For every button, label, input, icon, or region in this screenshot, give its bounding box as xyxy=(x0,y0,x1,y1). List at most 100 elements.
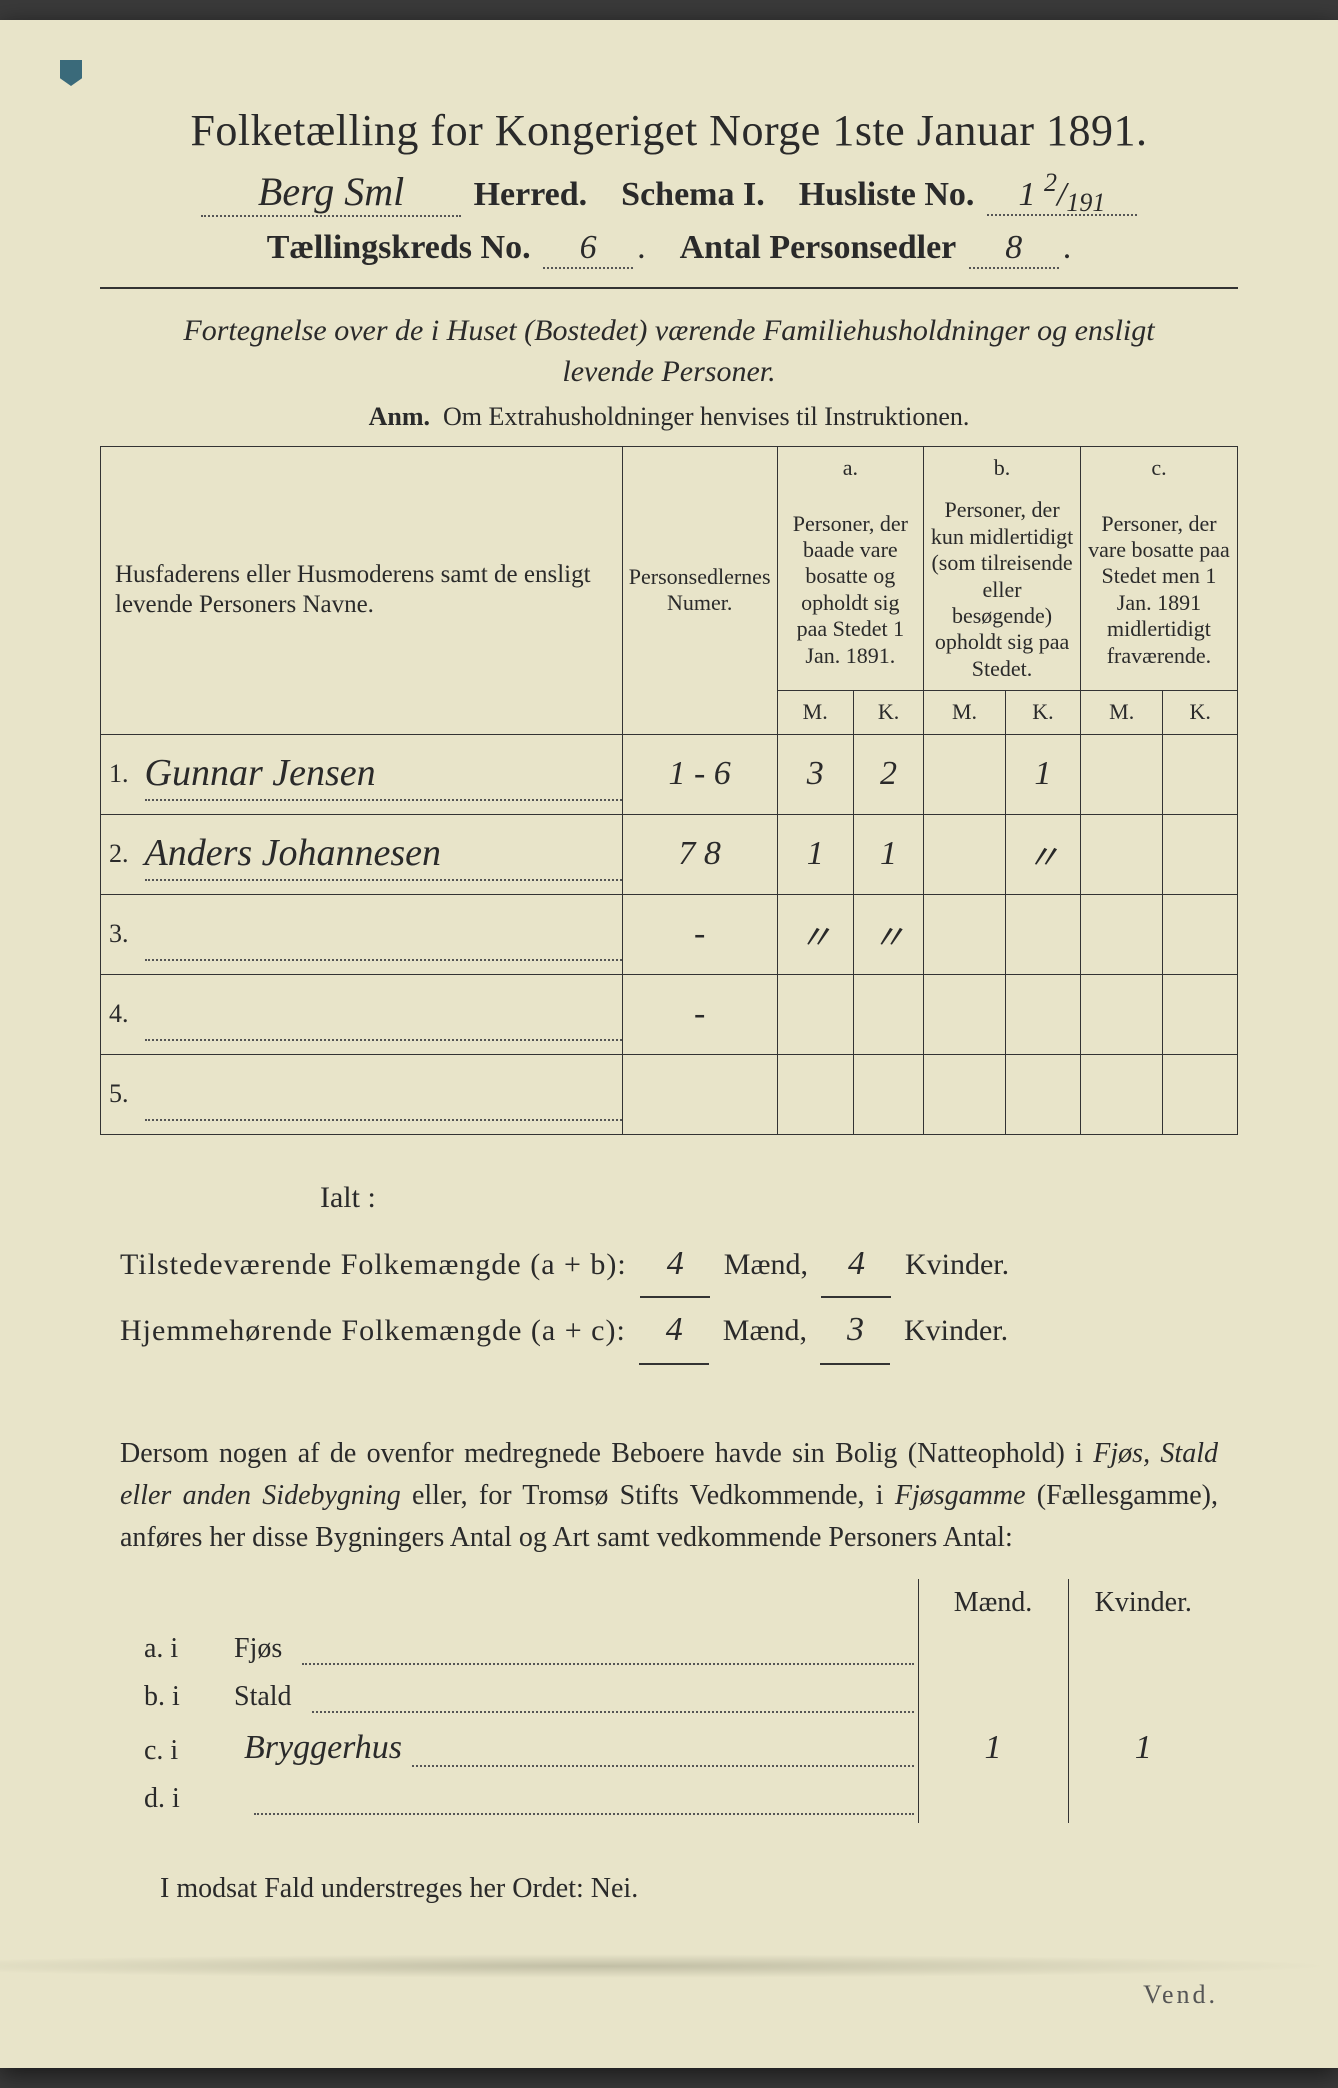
row-number: 5. xyxy=(101,1054,137,1134)
b-k-cell: 1 xyxy=(1005,734,1080,814)
kvinder-label-1: Kvinder. xyxy=(905,1248,1009,1281)
bygn-label-cell: Stald xyxy=(230,1673,918,1721)
name-cell xyxy=(137,974,623,1054)
name-cell xyxy=(137,894,623,974)
ialt-label: Ialt : xyxy=(320,1169,1238,1226)
a-k-cell xyxy=(853,974,923,1054)
table-row: 4.- xyxy=(101,974,1238,1054)
kreds-value: 6 xyxy=(543,229,633,269)
c-k-cell xyxy=(1163,974,1238,1054)
th-b-tag: b. xyxy=(924,447,1081,490)
a-k-cell: 1 xyxy=(853,814,923,894)
person-name: Gunnar Jensen xyxy=(145,751,376,795)
modsat-line: I modsat Fald understreges her Ordet: Ne… xyxy=(160,1873,1238,1905)
totals-tilst: Tilstedeværende Folkemængde (a + b): 4 M… xyxy=(120,1232,1238,1299)
bygning-row: a. iFjøs xyxy=(140,1625,1218,1673)
bygn-tag: c. i xyxy=(140,1721,230,1775)
kreds-label: Tællingskreds No. xyxy=(267,229,531,266)
hjem-m: 4 xyxy=(639,1298,709,1365)
bygn-head-k: Kvinder. xyxy=(1068,1579,1218,1625)
hjem-k: 3 xyxy=(820,1298,890,1365)
bygn-k xyxy=(1068,1673,1218,1721)
anm-text: Om Extrahusholdninger henvises til Instr… xyxy=(443,402,969,431)
row-number: 4. xyxy=(101,974,137,1054)
bygning-table: Mænd. Kvinder. a. iFjøsb. iStaldc. iBryg… xyxy=(140,1579,1218,1823)
th-b-k: K. xyxy=(1005,691,1080,734)
horizontal-rule xyxy=(100,287,1238,289)
b-m-cell xyxy=(924,734,1006,814)
husliste-label: Husliste No. xyxy=(799,176,975,213)
table-row: 3.-〃〃 xyxy=(101,894,1238,974)
c-m-cell xyxy=(1080,814,1162,894)
schema-label: Schema I. xyxy=(621,176,765,213)
census-form-page: Folketælling for Kongeriget Norge 1ste J… xyxy=(0,20,1338,2068)
antal-value: 8 xyxy=(969,229,1059,269)
b-m-cell xyxy=(924,894,1006,974)
anm-line: Anm. Om Extrahusholdninger henvises til … xyxy=(100,402,1238,432)
vend-label: Vend. xyxy=(1143,1980,1218,2010)
th-a: Personer, der baade vare bosatte og opho… xyxy=(777,489,924,690)
bygning-body: a. iFjøsb. iStaldc. iBryggerhus11d. i xyxy=(140,1625,1218,1823)
bygn-label-cell: Bryggerhus xyxy=(230,1721,918,1775)
bygning-row: d. i xyxy=(140,1775,1218,1823)
bygning-row: b. iStald xyxy=(140,1673,1218,1721)
th-c-m: M. xyxy=(1080,691,1162,734)
row-number: 1. xyxy=(101,734,137,814)
husliste-fraction: 2/191 xyxy=(1044,176,1105,214)
paper-smudge xyxy=(0,1954,1338,1978)
husliste-main: 1 xyxy=(1018,176,1035,213)
b-m-cell xyxy=(924,974,1006,1054)
bygn-label: Fjøs xyxy=(234,1633,282,1665)
b-k-cell: 〃 xyxy=(1005,814,1080,894)
bygn-k xyxy=(1068,1775,1218,1823)
c-m-cell xyxy=(1080,974,1162,1054)
table-row: 2.Anders Johannesen7 811〃 xyxy=(101,814,1238,894)
bygn-tag: d. i xyxy=(140,1775,230,1823)
husliste-value: 1 2/191 xyxy=(987,176,1137,216)
th-c: Personer, der vare bosatte paa Stedet me… xyxy=(1080,489,1237,690)
c-k-cell xyxy=(1163,1054,1238,1134)
bygn-tag: a. i xyxy=(140,1625,230,1673)
tilst-m: 4 xyxy=(640,1232,710,1299)
antal-label: Antal Personsedler xyxy=(680,229,957,266)
census-table-body: 1.Gunnar Jensen1 - 63212.Anders Johannes… xyxy=(101,734,1238,1134)
c-m-cell xyxy=(1080,1054,1162,1134)
totals-block: Ialt : Tilstedeværende Folkemængde (a + … xyxy=(120,1169,1238,1365)
numer-cell: 1 - 6 xyxy=(622,734,777,814)
a-m-cell: 3 xyxy=(777,734,853,814)
bygn-m xyxy=(918,1673,1068,1721)
numer-cell: 7 8 xyxy=(622,814,777,894)
b-m-cell xyxy=(924,814,1006,894)
anm-bold: Anm. xyxy=(369,402,430,431)
b-k-cell xyxy=(1005,1054,1080,1134)
bygn-label: Stald xyxy=(234,1681,292,1713)
census-table: Husfaderens eller Husmoderens samt de en… xyxy=(100,446,1238,1135)
bygning-head: Mænd. Kvinder. xyxy=(140,1579,1218,1625)
bygning-row: c. iBryggerhus11 xyxy=(140,1721,1218,1775)
a-m-cell xyxy=(777,1054,853,1134)
bygning-paragraph: Dersom nogen af de ovenfor medregnede Be… xyxy=(120,1433,1218,1559)
name-cell xyxy=(137,1054,623,1134)
person-name: Anders Johannesen xyxy=(145,831,442,875)
bygn-m xyxy=(918,1625,1068,1673)
th-numer: Personsedlernes Numer. xyxy=(622,447,777,735)
c-k-cell xyxy=(1163,814,1238,894)
header-line-2: Berg Sml Herred. Schema I. Husliste No. … xyxy=(100,168,1238,217)
a-m-cell: 1 xyxy=(777,814,853,894)
table-row: 5. xyxy=(101,1054,1238,1134)
th-b-m: M. xyxy=(924,691,1006,734)
intro-text: Fortegnelse over de i Huset (Bostedet) v… xyxy=(160,311,1178,392)
tilst-k: 4 xyxy=(821,1232,891,1299)
maend-label-1: Mænd, xyxy=(724,1248,808,1281)
census-table-head: Husfaderens eller Husmoderens samt de en… xyxy=(101,447,1238,735)
page-title: Folketælling for Kongeriget Norge 1ste J… xyxy=(100,105,1238,156)
a-m-cell: 〃 xyxy=(777,894,853,974)
c-m-cell xyxy=(1080,734,1162,814)
a-k-cell: 〃 xyxy=(853,894,923,974)
bygn-label-cell xyxy=(230,1775,918,1823)
numer-cell: - xyxy=(622,894,777,974)
bygn-m: 1 xyxy=(918,1721,1068,1775)
bygn-tag: b. i xyxy=(140,1673,230,1721)
table-row: 1.Gunnar Jensen1 - 6321 xyxy=(101,734,1238,814)
b-m-cell xyxy=(924,1054,1006,1134)
